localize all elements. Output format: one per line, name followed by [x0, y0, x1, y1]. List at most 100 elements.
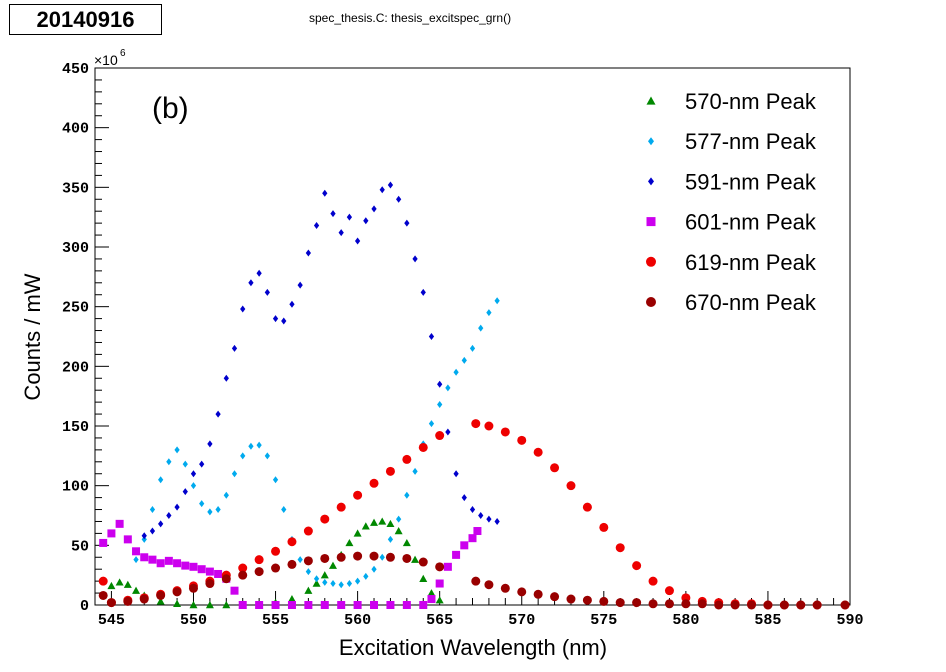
data-point	[461, 494, 467, 502]
data-point	[197, 565, 206, 574]
data-point	[386, 519, 395, 528]
data-point	[338, 581, 344, 589]
data-point	[550, 463, 560, 473]
data-point	[336, 552, 346, 562]
data-point	[189, 562, 198, 571]
data-point	[345, 538, 354, 547]
data-point	[435, 596, 444, 604]
data-point	[123, 535, 132, 544]
data-marks	[98, 181, 850, 610]
data-point	[139, 594, 149, 604]
data-point	[158, 520, 164, 528]
data-point	[648, 576, 658, 586]
data-point	[494, 297, 500, 305]
data-point	[730, 600, 740, 610]
data-point	[550, 592, 560, 602]
data-point	[174, 503, 180, 511]
data-point	[437, 401, 443, 409]
data-point	[420, 288, 426, 296]
data-point	[320, 571, 329, 579]
data-point	[287, 537, 297, 547]
data-point	[133, 556, 139, 564]
data-point	[632, 561, 642, 571]
data-point	[271, 546, 281, 556]
data-point	[346, 580, 353, 588]
data-point	[369, 478, 379, 488]
data-point	[387, 181, 394, 189]
data-point	[173, 599, 182, 608]
data-point	[353, 551, 363, 561]
data-point	[156, 597, 165, 605]
data-point	[98, 590, 108, 600]
legend-label: 570-nm Peak	[685, 89, 817, 114]
data-point	[231, 344, 238, 352]
date-stamp-text: 20140916	[36, 6, 135, 32]
data-point	[256, 269, 262, 277]
data-point	[221, 574, 231, 584]
y-tick-label: 150	[62, 419, 89, 436]
data-point	[404, 491, 410, 499]
data-point	[435, 562, 445, 572]
data-point	[338, 229, 344, 237]
data-point	[215, 410, 221, 418]
data-point	[369, 551, 379, 561]
data-point	[428, 333, 435, 340]
data-point	[435, 579, 444, 588]
data-point	[461, 356, 467, 364]
data-point	[272, 476, 279, 484]
series-6	[98, 551, 850, 610]
data-point	[256, 441, 262, 449]
data-point	[379, 186, 385, 194]
data-point	[469, 506, 476, 514]
data-point	[305, 249, 311, 257]
data-point	[174, 446, 180, 454]
data-point	[304, 601, 313, 609]
data-point	[264, 452, 270, 460]
data-point	[453, 368, 459, 376]
data-point	[320, 514, 330, 524]
data-point	[478, 324, 484, 332]
legend-label: 670-nm Peak	[685, 290, 817, 315]
data-point	[190, 482, 197, 490]
series-3	[141, 181, 500, 540]
y-axis-multiplier-exponent: 6	[120, 48, 126, 59]
data-point	[402, 454, 412, 464]
data-point	[207, 508, 213, 516]
x-tick-label: 580	[672, 612, 699, 629]
data-point	[747, 600, 757, 610]
data-point	[182, 460, 188, 468]
data-point	[207, 440, 213, 448]
data-point	[248, 442, 254, 450]
data-point	[231, 470, 238, 478]
data-point	[353, 490, 363, 500]
data-point	[205, 601, 214, 609]
x-axis-label: Excitation Wavelength (nm)	[339, 635, 607, 660]
y-tick-label: 0	[80, 598, 89, 615]
data-point	[164, 556, 173, 565]
data-point	[664, 599, 674, 609]
data-point	[385, 466, 395, 476]
data-point	[156, 590, 166, 600]
data-point	[418, 442, 428, 452]
data-point	[363, 217, 369, 225]
data-point	[173, 559, 182, 568]
data-point	[238, 570, 248, 580]
data-point	[533, 589, 543, 599]
data-point	[254, 567, 264, 577]
data-point	[99, 538, 108, 547]
data-point	[158, 476, 164, 484]
x-tick-label: 590	[836, 612, 863, 629]
data-point	[779, 600, 789, 610]
data-point	[181, 561, 190, 570]
data-point	[107, 529, 116, 538]
data-point	[419, 574, 428, 582]
x-tick-label: 575	[590, 612, 617, 629]
data-point	[371, 565, 377, 573]
data-point	[223, 491, 229, 499]
panel-label: (b)	[152, 92, 189, 125]
data-point	[320, 601, 329, 609]
data-point	[322, 189, 328, 197]
data-point	[214, 569, 223, 578]
data-point	[517, 587, 527, 597]
